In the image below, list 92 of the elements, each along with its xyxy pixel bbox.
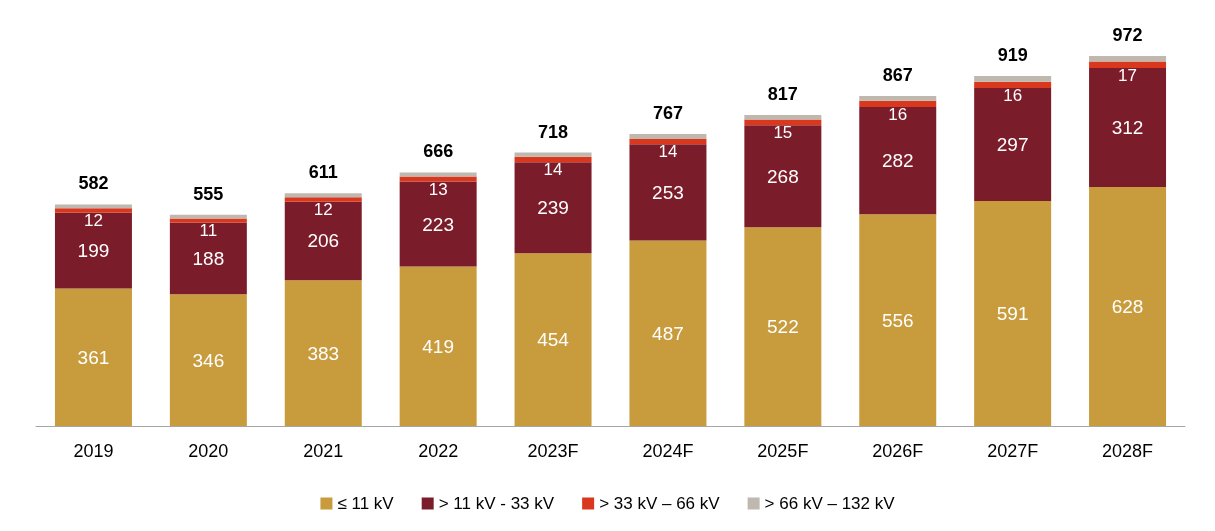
data-label: 199 — [77, 240, 110, 262]
bar — [399, 172, 477, 177]
total-label: 867 — [882, 64, 913, 85]
bar — [54, 208, 132, 213]
bar — [399, 176, 477, 182]
x-tick-label: 2023F — [527, 441, 579, 461]
bar — [744, 227, 822, 426]
bar — [744, 125, 822, 228]
data-label: 419 — [422, 335, 454, 357]
data-label: 487 — [652, 322, 684, 344]
bar — [169, 294, 247, 426]
bar — [859, 106, 937, 215]
x-tick-label: 2028F — [1102, 441, 1154, 461]
bar — [514, 253, 592, 426]
data-label: 223 — [422, 213, 454, 235]
data-label: 17 — [1118, 66, 1138, 86]
bar — [169, 218, 247, 223]
data-label: 16 — [888, 104, 908, 124]
data-label: 206 — [307, 230, 340, 252]
bar — [974, 87, 1052, 201]
total-label: 919 — [997, 45, 1028, 66]
data-label: 12 — [83, 210, 103, 230]
data-label: 297 — [996, 133, 1029, 155]
data-label: 16 — [1003, 85, 1023, 105]
total-label: 611 — [308, 162, 338, 183]
data-label: 239 — [537, 197, 569, 219]
bar — [1089, 61, 1167, 69]
data-label: 522 — [767, 316, 799, 338]
legend-label: > 11 kV - 33 kV — [438, 494, 555, 513]
bar — [284, 197, 362, 202]
data-label: 383 — [307, 342, 340, 364]
total-label: 817 — [767, 83, 798, 104]
bar — [514, 152, 592, 157]
data-label: 361 — [77, 346, 110, 368]
bar — [1089, 55, 1167, 62]
data-label: 13 — [428, 179, 448, 199]
total-label: 666 — [423, 141, 454, 162]
data-label: 268 — [767, 165, 799, 187]
x-tick-label: 2026F — [872, 441, 924, 461]
legend-label: ≤ 11 kV — [337, 494, 395, 513]
bar — [54, 288, 132, 426]
bar — [1089, 186, 1167, 426]
x-tick-label: 2022 — [418, 441, 459, 461]
total-label: 767 — [652, 102, 683, 123]
bar — [629, 144, 707, 241]
data-label: 14 — [658, 142, 678, 162]
data-label: 591 — [996, 302, 1029, 324]
bar — [399, 266, 477, 426]
total-label: 718 — [538, 121, 569, 142]
data-label: 188 — [192, 247, 225, 269]
bar — [974, 81, 1052, 88]
data-label: 11 — [199, 220, 218, 240]
x-tick-label: 2025F — [757, 441, 809, 461]
total-label: 972 — [1112, 24, 1143, 45]
legend-label: > 33 kV – 66 kV — [599, 494, 721, 513]
bar — [629, 240, 707, 426]
data-label: 282 — [881, 150, 914, 172]
data-label: 15 — [773, 123, 793, 143]
bar — [284, 201, 362, 281]
data-label: 556 — [881, 309, 914, 331]
legend-label: > 66 kV – 132 kV — [764, 494, 896, 513]
data-label: 628 — [1111, 295, 1144, 317]
bar — [514, 156, 592, 163]
bar — [974, 76, 1052, 82]
bar — [54, 204, 132, 209]
bar — [629, 138, 707, 145]
bar — [974, 200, 1052, 426]
bar — [399, 181, 477, 267]
data-label: 253 — [652, 181, 684, 203]
bar — [169, 222, 247, 295]
x-tick-label: 2027F — [987, 441, 1039, 461]
total-label: 555 — [193, 183, 224, 204]
data-label: 346 — [192, 349, 225, 371]
bar — [54, 212, 132, 289]
bar — [859, 214, 937, 426]
data-label: 454 — [537, 329, 570, 351]
bar — [744, 119, 822, 126]
total-label: 582 — [78, 173, 109, 194]
bar — [514, 162, 592, 254]
bar — [629, 133, 707, 139]
x-tick-label: 2021 — [303, 441, 344, 461]
x-tick-label: 2019 — [73, 441, 114, 461]
bar — [859, 95, 937, 101]
x-tick-label: 2024F — [642, 441, 694, 461]
bar — [859, 100, 937, 107]
bar — [284, 193, 362, 198]
data-label: 12 — [313, 199, 333, 219]
bar — [284, 280, 362, 426]
data-label: 14 — [543, 160, 563, 180]
data-label: 312 — [1111, 116, 1144, 138]
x-tick-label: 2020 — [188, 441, 229, 461]
bar — [1089, 68, 1167, 187]
